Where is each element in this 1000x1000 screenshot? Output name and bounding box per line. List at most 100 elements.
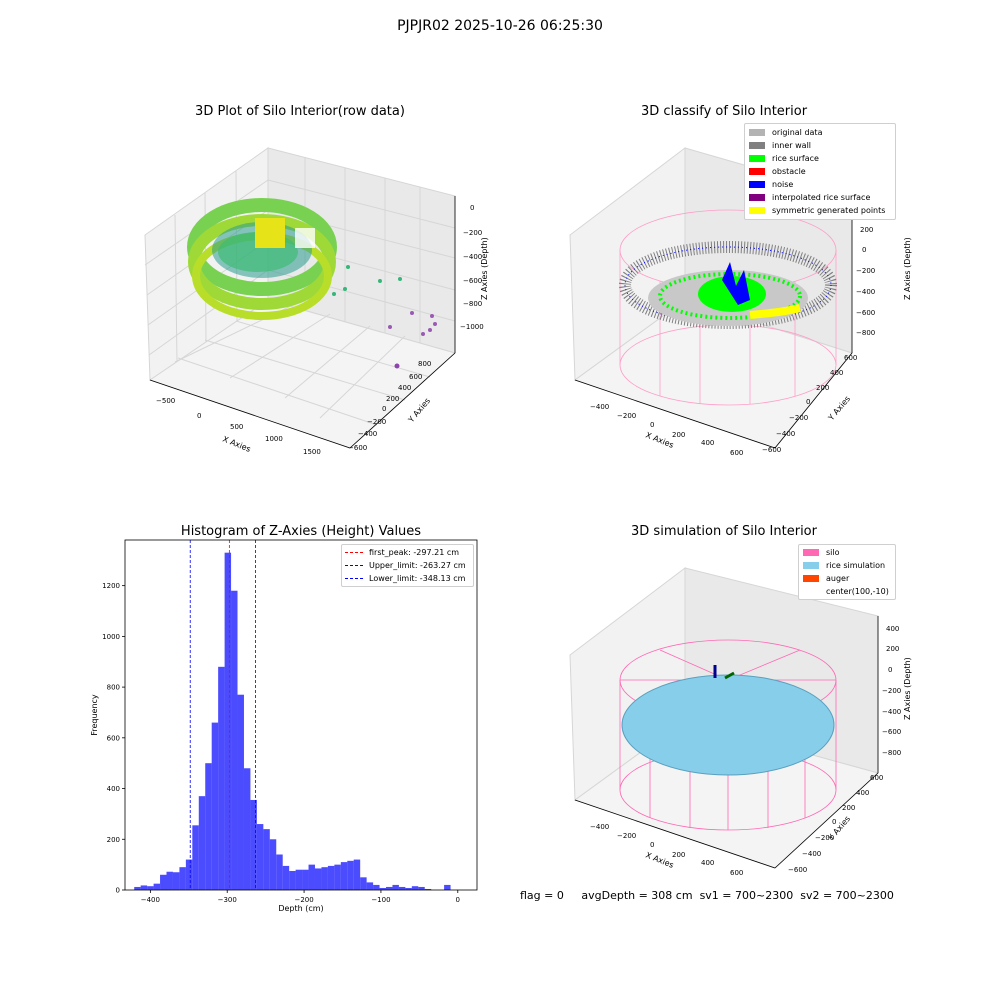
classify-x-tick: −400 — [590, 403, 609, 411]
histogram-bar — [256, 824, 264, 890]
histogram-bar — [276, 854, 283, 890]
y-tick-label: 1200 — [102, 582, 120, 590]
legend-entry: auger — [799, 572, 895, 585]
histogram-bar — [398, 886, 406, 890]
classify-z-tick: −600 — [856, 309, 875, 317]
raw-y-tick: −200 — [367, 418, 386, 426]
raw-y-tick: 400 — [398, 384, 411, 392]
simulation-plot-title: 3D simulation of Silo Interior — [631, 524, 817, 539]
raw-z-tick: −800 — [463, 300, 482, 308]
simulation-y-label: Y Axies — [826, 814, 852, 843]
histogram-bar — [153, 883, 161, 890]
legend-line — [345, 565, 363, 566]
histogram-y-label: Frequency — [90, 694, 99, 736]
histogram-bar — [379, 887, 387, 890]
legend-entry: rice simulation — [799, 559, 895, 572]
y-tick-label: 800 — [107, 684, 120, 692]
legend-entry: rice surface — [745, 152, 895, 165]
avg-depth-text: avgDepth = 308 cm — [581, 889, 693, 902]
histogram-bar — [179, 867, 186, 890]
histogram-bar — [192, 825, 199, 890]
classify-y-tick: −400 — [776, 430, 795, 438]
simulation-y-tick: 200 — [842, 804, 855, 812]
histogram-bar — [147, 886, 154, 890]
histogram-bar — [140, 885, 148, 890]
legend-line — [345, 578, 363, 579]
raw-y-label: Y Axies — [406, 396, 432, 425]
simulation-x-tick: −200 — [617, 832, 636, 840]
center-marker — [724, 671, 735, 680]
legend-swatch — [749, 181, 765, 188]
legend-swatch — [749, 155, 765, 162]
histogram-bar — [302, 869, 309, 890]
classify-y-tick: 600 — [844, 354, 857, 362]
histogram-bar — [353, 859, 361, 890]
simulation-y-tick: −400 — [802, 850, 821, 858]
classify-z-ticks: 400 200 0 −200 −400 −600 −800 — [856, 206, 875, 337]
simulation-z-tick: −800 — [882, 749, 901, 757]
raw-y-tick: 0 — [382, 405, 386, 413]
simulation-y-tick: −200 — [815, 834, 834, 842]
raw-y-tick: 200 — [386, 395, 399, 403]
classify-x-label: X Axies — [644, 431, 675, 450]
classify-x-tick: −200 — [617, 412, 636, 420]
y-tick-label: 200 — [107, 836, 120, 844]
histogram-title: Histogram of Z-Axies (Height) Values — [180, 524, 422, 539]
legend-entry: original data — [745, 126, 895, 139]
x-tick-label: −300 — [218, 896, 237, 904]
simulation-y-tick: 600 — [870, 774, 883, 782]
raw-y-tick: −600 — [348, 444, 367, 452]
simulation-z-label: Z Axies (Depth) — [903, 657, 912, 720]
simulation-x-tick: 200 — [672, 851, 685, 859]
histogram-bar — [134, 886, 141, 890]
classify-y-tick: 200 — [816, 384, 829, 392]
legend-swatch — [749, 168, 765, 175]
legend-entry: noise — [745, 178, 895, 191]
classify-x-tick: 400 — [701, 439, 714, 447]
simulation-z-tick: −600 — [882, 728, 901, 736]
histogram-bar — [172, 872, 180, 890]
histogram-bar — [295, 869, 303, 890]
histogram-bar — [411, 886, 419, 890]
legend-swatch — [803, 549, 819, 556]
simulation-x-tick: 400 — [701, 859, 714, 867]
simulation-y-tick: 0 — [832, 818, 836, 826]
y-tick-label: 1000 — [102, 633, 120, 641]
histogram-chart: −400 −300 −200 −100 0 020040060080010001200 … — [90, 539, 478, 913]
raw-x-tick: 0 — [197, 412, 201, 420]
histogram-x-label: Depth (cm) — [278, 904, 323, 913]
simulation-z-tick: 0 — [888, 666, 892, 674]
classify-z-tick: 200 — [860, 226, 873, 234]
status-footer: flag = 0 avgDepth = 308 cm sv1 = 700~230… — [520, 889, 894, 902]
histogram-bar — [166, 871, 173, 890]
y-tick-label: 400 — [107, 785, 120, 793]
simulation-z-tick: 200 — [886, 645, 899, 653]
raw-y-tick: −400 — [358, 430, 377, 438]
histogram-bar — [289, 870, 296, 890]
legend-swatch — [749, 142, 765, 149]
sv1-text: sv1 = 700~2300 — [699, 889, 794, 902]
histogram-bar — [231, 590, 238, 890]
histogram-bar — [405, 887, 412, 890]
simulation-z-tick: 400 — [886, 625, 899, 633]
legend-swatch — [749, 129, 765, 136]
raw-z-ticks: 0 −200 −400 −600 −800 −1000 — [460, 204, 484, 331]
classify-x-tick: 0 — [650, 421, 654, 429]
histogram-bar — [373, 884, 380, 890]
simulation-x-label: X Axies — [644, 851, 675, 870]
legend-swatch — [749, 194, 765, 201]
simulation-x-ticks: −400 −200 0 200 400 600 — [590, 823, 743, 877]
histogram-bar — [263, 829, 270, 890]
histogram-bar — [250, 799, 257, 890]
histogram-bar — [418, 886, 425, 890]
raw-x-tick: 1500 — [303, 448, 321, 456]
legend-swatch — [803, 588, 819, 595]
simulation-y-ticks: 600 400 200 0 −200 −400 −600 — [788, 774, 883, 874]
simulation-axis-lines — [574, 616, 879, 869]
legend-entry: inner wall — [745, 139, 895, 152]
classify-y-tick: 0 — [806, 398, 810, 406]
classify-points — [619, 241, 837, 329]
raw-y-tick: 800 — [418, 360, 431, 368]
legend-entry: interpolated rice surface — [745, 191, 895, 204]
legend-swatch — [803, 575, 819, 582]
